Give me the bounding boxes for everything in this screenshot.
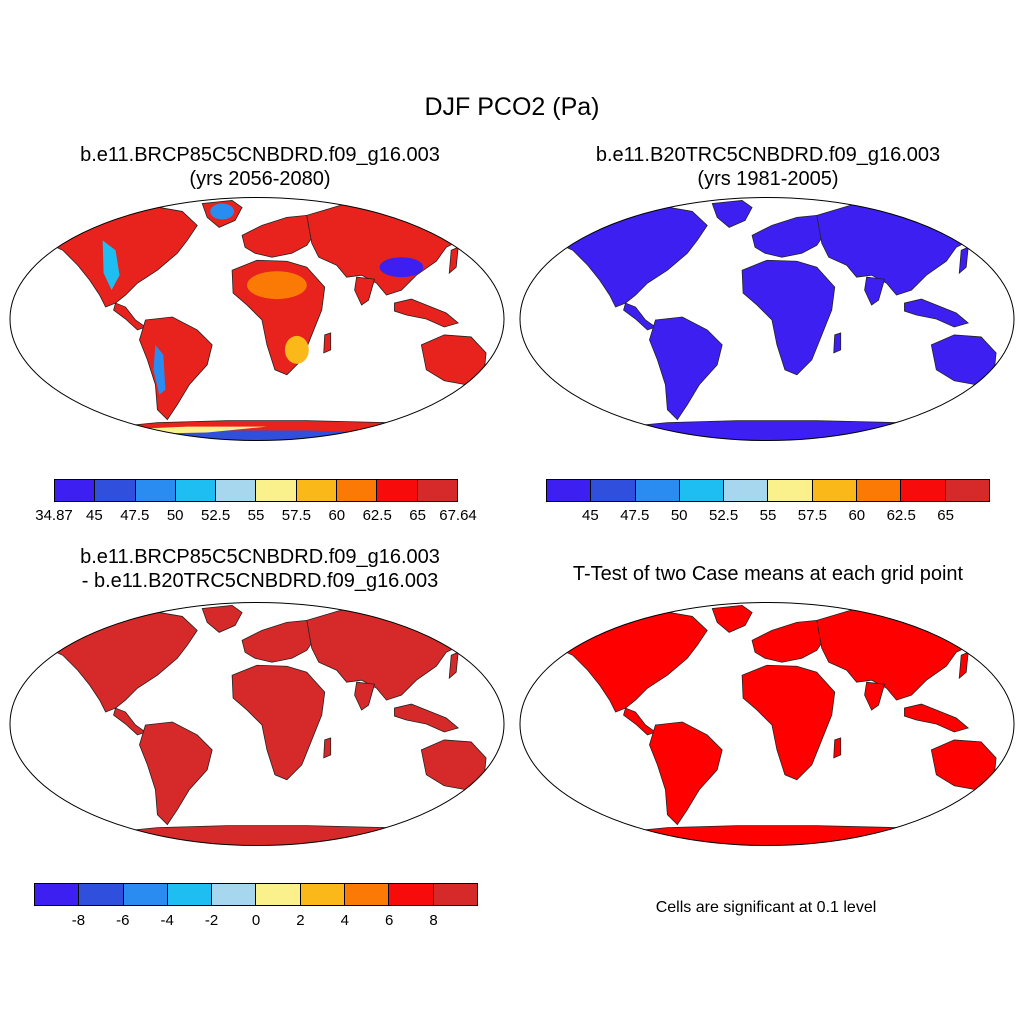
colorbar-tick-label: 34.87 (35, 507, 73, 524)
colorbar-case2-swatch (768, 480, 813, 501)
colorbar-case1-swatch (216, 480, 257, 501)
colorbar-tick-label: 52.5 (200, 507, 231, 524)
colorbar-case1-swatch (135, 480, 176, 501)
colorbar-diff-swatch (35, 884, 80, 905)
map-ttest (519, 601, 1015, 847)
colorbar-diff-labels: -8 -6 -4 -2 0 2 4 6 8 (34, 912, 478, 932)
colorbar-tick-label: 45 (582, 507, 599, 524)
colorbar-diff-swatch (433, 884, 477, 905)
sahara-orange-region (247, 271, 307, 300)
panel-title-case1-line1: b.e11.BRCP85C5CNBDRD.f09_g16.003 (80, 144, 440, 166)
colorbar-case1-swatch (256, 480, 297, 501)
colorbar-tick-label: 45 (86, 507, 103, 524)
colorbar-case2-swatch (547, 480, 592, 501)
andes-low-region (153, 344, 166, 395)
colorbar-diff-swatch (212, 884, 257, 905)
colorbar-case2-swatch (901, 480, 946, 501)
southern-africa-yellow-region (284, 335, 309, 364)
colorbar-tick-label: 60 (848, 507, 866, 524)
colorbar-tick-label: 52.5 (708, 507, 739, 524)
colorbar-tick-label: 47.5 (620, 507, 650, 524)
colorbar-tick-label: 57.5 (281, 507, 311, 524)
colorbar-case2-swatch (635, 480, 680, 501)
colorbar-case1-swatch (95, 480, 136, 501)
panel-title-case2: b.e11.B20TRC5CNBDRD.f09_g16.003 (yrs 198… (516, 143, 1020, 191)
colorbar-case1-swatch (417, 480, 457, 501)
colorbar-tick-label: -6 (116, 912, 130, 929)
colorbar-tick-label: 65 (937, 507, 954, 524)
map-case1 (9, 196, 505, 442)
colorbar-diff-swatch (123, 884, 168, 905)
tibet-low-region (379, 257, 424, 278)
colorbar-tick-label: 62.5 (886, 507, 916, 524)
colorbar-diff-swatch (167, 884, 213, 905)
colorbar-tick-label: 47.5 (120, 507, 150, 524)
colorbar-tick-label: 4 (340, 912, 349, 929)
colorbar-tick-label: 60 (328, 507, 346, 524)
colorbar-tick-label: -4 (160, 912, 174, 929)
colorbar-tick-label: 55 (247, 507, 265, 524)
rockies-low-region (102, 240, 120, 291)
colorbar-case2-swatch (591, 480, 636, 501)
panel-title-case1-line2: (yrs 2056-2080) (189, 168, 331, 190)
colorbar-case1-swatch (337, 480, 378, 501)
colorbar-tick-label: 65 (409, 507, 426, 524)
greenland-low-region (210, 203, 235, 220)
colorbar-tick-label: 50 (670, 507, 688, 524)
figure-title: DJF PCO2 (Pa) (424, 93, 600, 121)
colorbar-tick-label: -8 (71, 912, 86, 929)
map-case2 (519, 196, 1015, 442)
colorbar-case1-swatch (296, 480, 338, 501)
colorbar-diff-swatch (79, 884, 124, 905)
panel-title-case2-line1: b.e11.B20TRC5CNBDRD.f09_g16.003 (595, 144, 941, 166)
colorbar-tick-label: 2 (296, 912, 305, 929)
colorbar-tick-label: 50 (166, 507, 184, 524)
colorbar-case2-swatch (724, 480, 769, 501)
colorbar-tick-label: 8 (429, 912, 438, 929)
colorbar-tick-label: 62.5 (362, 507, 392, 524)
colorbar-diff-swatch (389, 884, 434, 905)
colorbar-case2 (546, 479, 990, 502)
colorbar-tick-label: 6 (385, 912, 394, 929)
panel-title-diff-line2: - b.e11.B20TRC5CNBDRD.f09_g16.003 (81, 570, 439, 592)
map-diff (9, 601, 505, 847)
panel-title-diff-line1: b.e11.BRCP85C5CNBDRD.f09_g16.003 (80, 546, 440, 568)
colorbar-diff-swatch (345, 884, 390, 905)
colorbar-tick-label: -2 (204, 912, 219, 929)
significance-note: Cells are significant at 0.1 level (655, 899, 877, 916)
panel-title-case2-line2: (yrs 1981-2005) (697, 168, 839, 190)
panel-title-case1: b.e11.BRCP85C5CNBDRD.f09_g16.003 (yrs 20… (6, 143, 514, 191)
colorbar-tick-label: 55 (759, 507, 777, 524)
colorbar-diff-swatch (300, 884, 346, 905)
panel-title-ttest: T-Test of two Case means at each grid po… (572, 563, 964, 585)
colorbar-diff-swatch (256, 884, 301, 905)
colorbar-case1-swatch (175, 480, 217, 501)
colorbar-tick-label: 0 (251, 912, 261, 929)
colorbar-case2-swatch (679, 480, 725, 501)
colorbar-case1 (54, 479, 458, 502)
panel-title-diff: b.e11.BRCP85C5CNBDRD.f09_g16.003 - b.e11… (6, 545, 514, 593)
colorbar-case1-labels: 34.87 45 47.5 50 52.5 55 57.5 60 62.5 65 67.64 (35, 507, 477, 527)
colorbar-case2-labels: 45 47.5 50 52.5 55 57.5 60 62.5 65 (546, 507, 990, 527)
colorbar-case2-swatch (945, 480, 989, 501)
colorbar-case1-swatch (55, 480, 96, 501)
colorbar-tick-label: 67.64 (439, 507, 477, 524)
colorbar-case1-swatch (377, 480, 418, 501)
colorbar-case2-swatch (857, 480, 902, 501)
colorbar-tick-label: 57.5 (797, 507, 827, 524)
colorbar-diff (34, 883, 478, 906)
colorbar-case2-swatch (812, 480, 858, 501)
